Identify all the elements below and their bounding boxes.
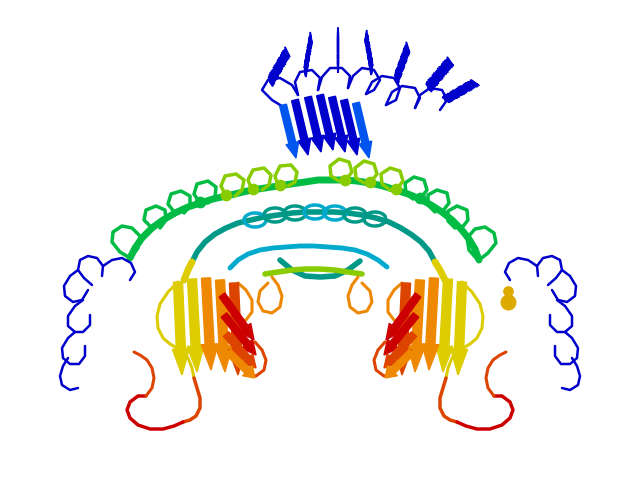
FancyArrow shape [187, 279, 204, 372]
FancyArrow shape [317, 94, 336, 150]
Point [365, 178, 375, 186]
FancyArrow shape [201, 278, 218, 370]
FancyArrow shape [215, 280, 232, 372]
FancyArrow shape [219, 293, 254, 340]
FancyArrow shape [353, 102, 372, 158]
FancyArrow shape [422, 278, 439, 370]
FancyArrow shape [305, 96, 324, 152]
FancyArrow shape [384, 332, 417, 368]
Point [503, 287, 513, 295]
Point [221, 191, 231, 199]
FancyArrow shape [408, 280, 425, 372]
Point [195, 198, 205, 206]
Point [248, 185, 258, 193]
FancyArrow shape [225, 349, 255, 378]
FancyArrow shape [385, 349, 415, 378]
FancyArrow shape [280, 104, 299, 158]
FancyArrow shape [172, 282, 189, 375]
Point [340, 176, 350, 184]
Point [391, 185, 401, 193]
FancyArrow shape [221, 313, 256, 355]
FancyArrow shape [384, 313, 419, 355]
FancyArrow shape [436, 279, 453, 372]
FancyArrow shape [386, 293, 421, 340]
FancyArrow shape [340, 99, 360, 155]
FancyArrow shape [228, 283, 245, 375]
FancyArrow shape [328, 96, 348, 152]
Point [415, 194, 425, 202]
FancyArrow shape [292, 99, 310, 155]
FancyArrow shape [223, 332, 256, 368]
Point [503, 298, 513, 306]
Point [275, 181, 285, 189]
FancyArrow shape [395, 283, 412, 375]
FancyArrow shape [451, 282, 468, 375]
